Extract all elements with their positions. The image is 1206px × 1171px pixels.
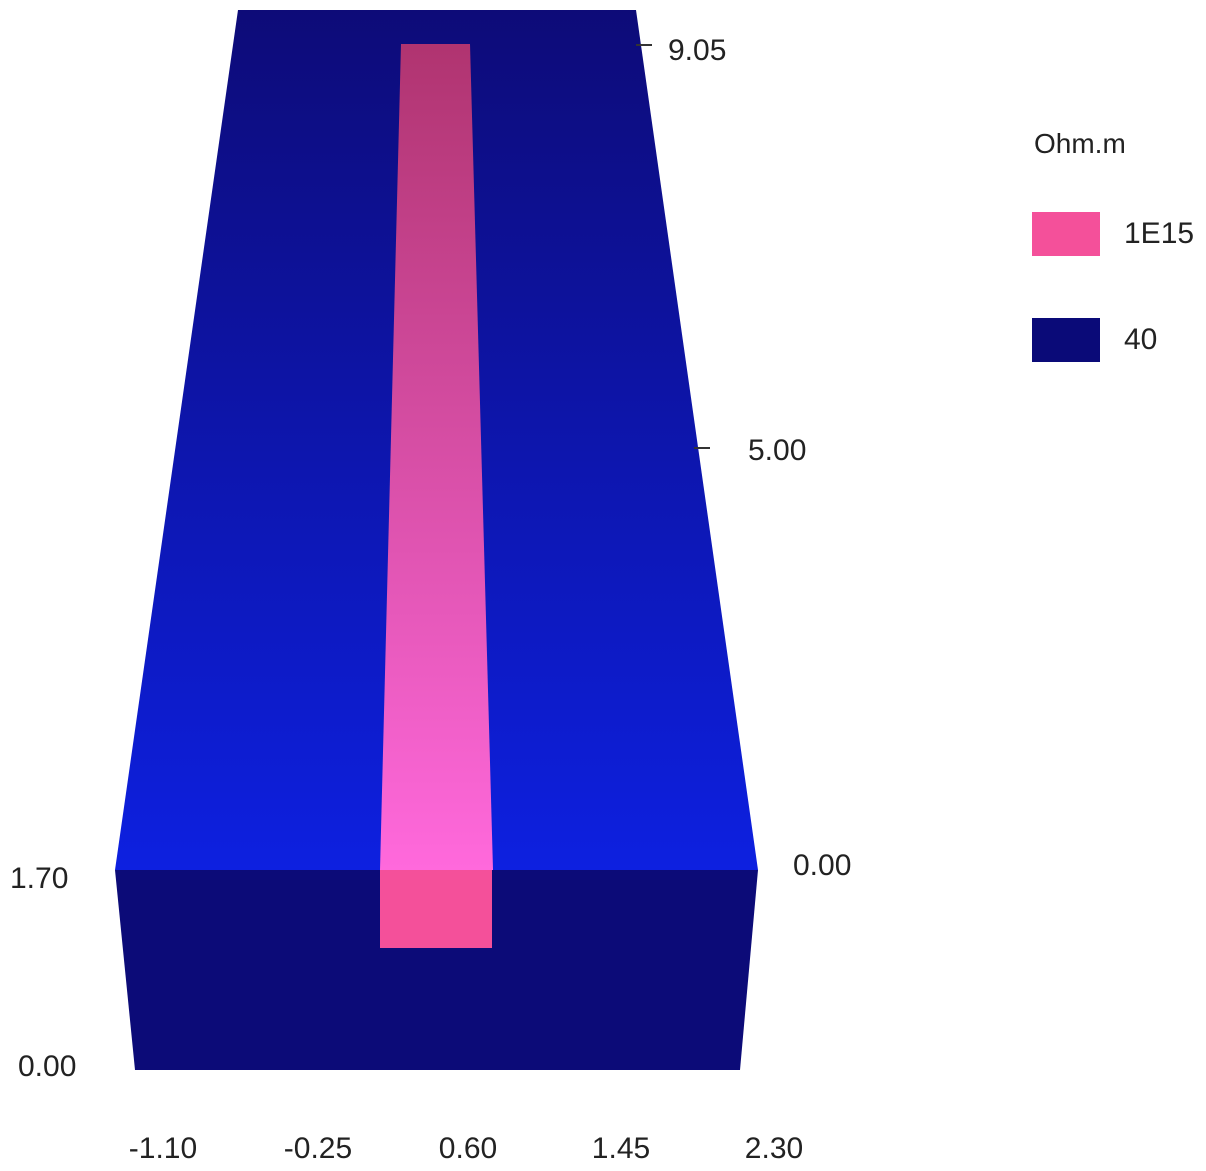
x-tick-label: -1.10 xyxy=(129,1132,197,1165)
legend-swatch xyxy=(1032,318,1100,362)
x-tick-label: -0.25 xyxy=(284,1132,352,1165)
front-z-tick-label: 0.00 xyxy=(18,1050,76,1083)
x-tick-label: 0.60 xyxy=(439,1132,497,1165)
block-front-face xyxy=(115,870,758,1070)
legend-item-low: 40 xyxy=(1032,318,1157,362)
depth-tick-label: 5.00 xyxy=(748,434,806,467)
depth-tick-label: 9.05 xyxy=(668,34,726,67)
prism-front-face xyxy=(380,870,492,948)
depth-tick-label: 0.00 xyxy=(793,849,851,882)
prism-top-face xyxy=(380,44,493,870)
legend-item-high: 1E15 xyxy=(1032,212,1194,256)
x-tick-label: 1.45 xyxy=(592,1132,650,1165)
legend-label: 40 xyxy=(1124,323,1158,356)
legend-label: 1E15 xyxy=(1124,217,1195,250)
x-tick-label: 2.30 xyxy=(745,1132,803,1165)
legend-swatch xyxy=(1032,212,1100,256)
legend-title: Ohm.m xyxy=(1034,128,1126,159)
front-z-tick-label: 1.70 xyxy=(10,862,68,895)
